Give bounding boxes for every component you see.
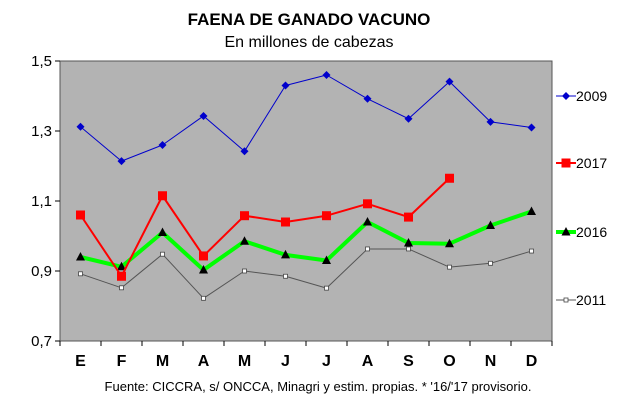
series-layer	[76, 71, 536, 301]
data-point	[404, 114, 413, 123]
data-point	[527, 123, 536, 132]
series-2016	[76, 206, 536, 274]
data-point	[158, 227, 167, 236]
data-point	[76, 252, 85, 261]
data-point	[561, 158, 571, 168]
data-point	[158, 141, 167, 149]
x-tick-label: E	[75, 353, 86, 370]
data-point	[199, 264, 208, 274]
legend-item-2009: 2009	[556, 88, 607, 104]
data-point	[160, 251, 165, 257]
data-point	[76, 122, 85, 131]
data-point	[199, 251, 208, 261]
chart-subtitle: En millones de cabezas	[225, 34, 394, 51]
series-line	[80, 248, 532, 299]
series-2017	[76, 173, 454, 281]
data-point	[445, 173, 454, 183]
y-axis: 0,7 0,9 1,1 1,3 1,5	[31, 53, 60, 350]
data-point	[281, 249, 290, 259]
data-point	[240, 147, 249, 156]
legend-label: 2009	[576, 88, 607, 104]
y-tick-label: 1,5	[31, 53, 52, 70]
x-tick-label: A	[198, 353, 210, 370]
data-point	[240, 211, 249, 221]
data-point	[404, 238, 413, 247]
chart-source: Fuente: CICCRA, s/ ONCCA, Minagri y esti…	[105, 379, 532, 394]
data-point	[406, 246, 411, 252]
x-tick-label: O	[443, 353, 455, 370]
data-point	[119, 285, 124, 291]
x-tick-label: D	[526, 353, 538, 370]
data-point	[363, 199, 372, 209]
data-point	[562, 92, 570, 100]
data-point	[283, 273, 288, 279]
y-tick-label: 0,7	[31, 333, 52, 350]
data-point	[486, 117, 495, 126]
y-tick-label: 1,1	[31, 193, 52, 210]
legend-label: 2011	[576, 292, 606, 308]
data-point	[488, 260, 493, 266]
x-tick-label: J	[281, 353, 290, 370]
y-tick-label: 0,9	[31, 263, 52, 280]
plot-area	[59, 60, 553, 342]
data-point	[199, 111, 208, 120]
series-2011	[78, 246, 534, 301]
data-point	[447, 264, 452, 270]
x-tick-label: J	[322, 353, 331, 370]
y-tick-label: 1,3	[31, 123, 52, 140]
x-tick-label: M	[156, 353, 169, 370]
data-point	[117, 271, 126, 281]
series-line	[80, 209, 533, 272]
data-point	[445, 238, 454, 248]
series-2009	[76, 71, 536, 166]
data-point	[242, 268, 247, 274]
data-point	[445, 77, 454, 86]
x-tick-label: S	[403, 353, 414, 370]
x-tick-label: N	[485, 353, 497, 370]
data-point	[281, 217, 290, 227]
data-point	[324, 285, 329, 291]
series-line	[80, 74, 532, 162]
data-point	[363, 94, 372, 103]
data-point	[322, 71, 331, 79]
legend-item-2011: 2011	[556, 292, 606, 308]
legend: 2009 2017 2016 2011	[556, 88, 607, 308]
data-point	[563, 297, 569, 303]
chart-title: FAENA DE GANADO VACUNO	[188, 10, 431, 29]
data-point	[117, 157, 126, 166]
x-tick-label: M	[238, 353, 251, 370]
data-point	[365, 246, 370, 252]
data-point	[201, 295, 206, 301]
data-point	[322, 255, 331, 264]
data-point	[486, 220, 495, 229]
data-point	[158, 191, 167, 201]
data-point	[561, 227, 571, 236]
data-point	[117, 261, 126, 271]
series-line	[79, 177, 451, 278]
legend-label: 2016	[576, 224, 607, 240]
data-point	[529, 248, 534, 254]
x-tick-label: F	[117, 353, 127, 370]
data-point	[404, 212, 413, 222]
legend-item-2017: 2017	[556, 155, 607, 171]
data-point	[363, 217, 372, 226]
data-point	[281, 81, 290, 90]
data-point	[527, 206, 536, 215]
data-point	[78, 271, 83, 277]
data-point	[322, 211, 331, 221]
data-point	[76, 210, 85, 220]
legend-label: 2017	[576, 155, 607, 171]
x-tick-label: A	[362, 353, 374, 370]
data-point	[240, 236, 249, 245]
legend-item-2016: 2016	[556, 224, 607, 240]
